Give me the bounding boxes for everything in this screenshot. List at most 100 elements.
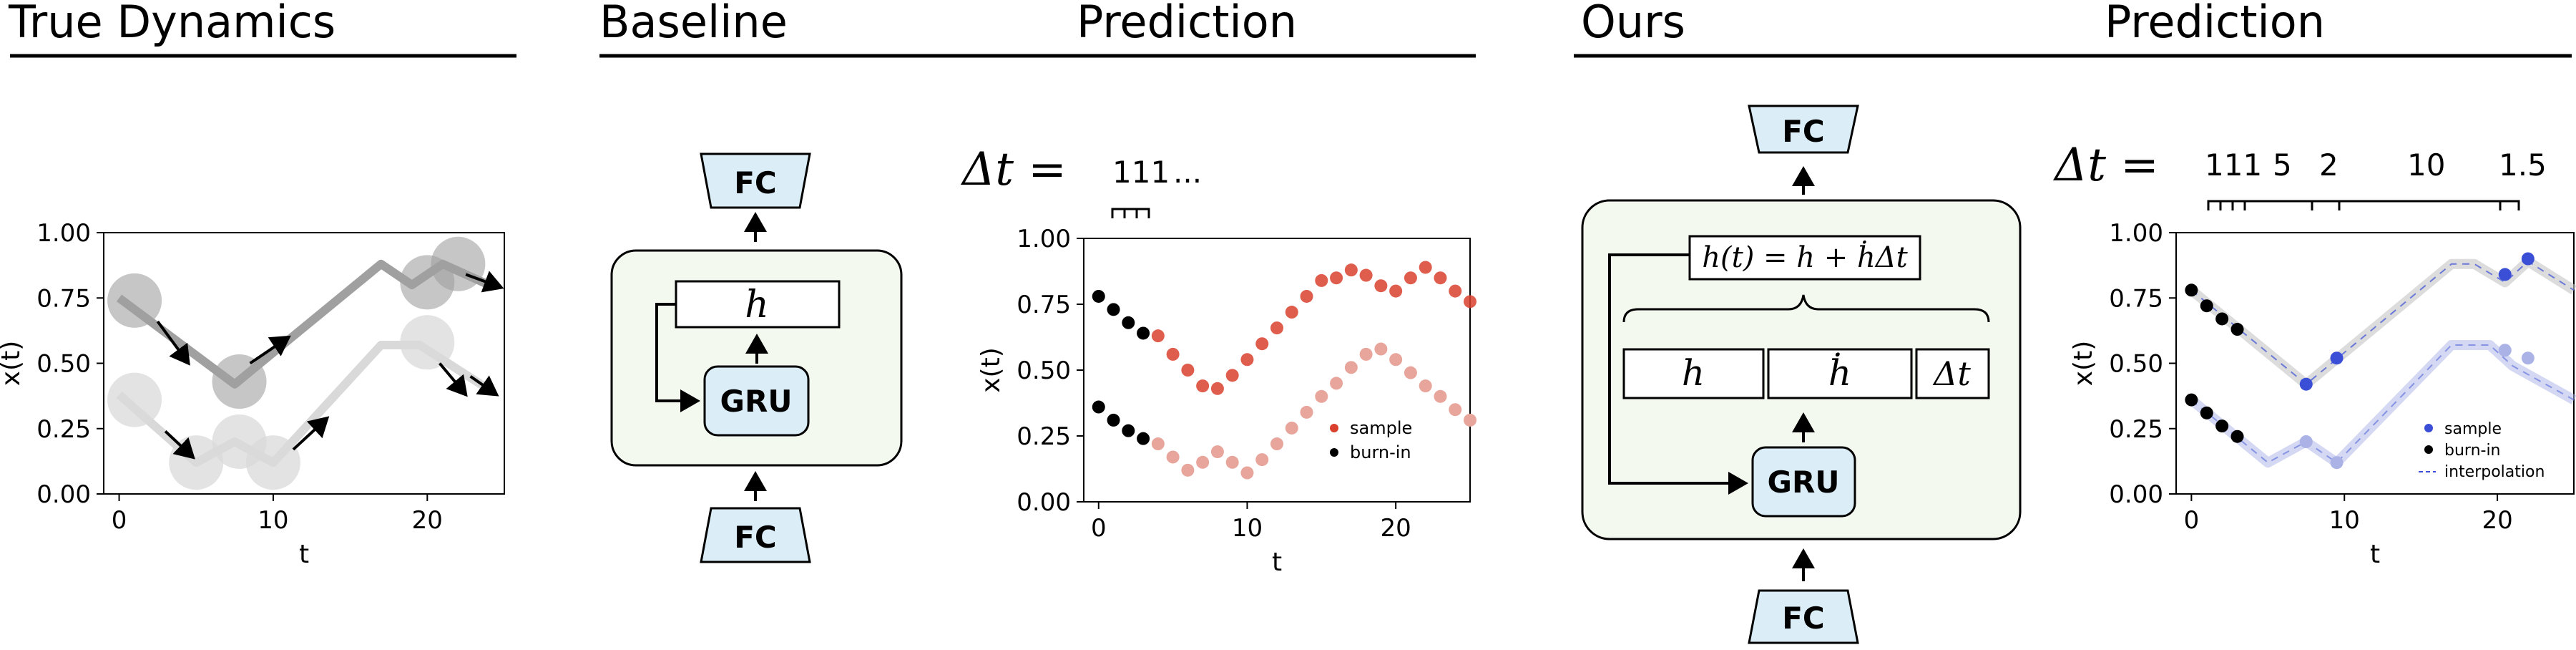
- delta-t-value-3: 10: [2407, 147, 2445, 183]
- sample-point: [2521, 252, 2535, 266]
- sample-point: [1300, 405, 1313, 419]
- delta-t-label: Δt =: [2052, 139, 2159, 192]
- hidden-state-label: h: [745, 283, 769, 326]
- cell-hdot-box: [1767, 348, 1913, 399]
- sample-point: [1300, 289, 1313, 303]
- true-dynamics-chart: 0.00 0.25 0.50 0.75 1.00 0 10 20 t x(t): [0, 219, 505, 569]
- sample-point: [1434, 271, 1447, 285]
- gru-box: [703, 365, 810, 437]
- ours-block: FC h(t) = h + ḣΔt h ḣ Δt GRU FC: [1581, 105, 2022, 644]
- ours-delta-t: Δt = 111 5 2 10 1.5: [2052, 139, 2547, 210]
- delta-t-value-4: 1.5: [2499, 147, 2547, 183]
- sample-point: [1464, 295, 1476, 309]
- curly-brace: [1622, 294, 1990, 323]
- sample-point: [1240, 466, 1254, 480]
- recurrent-arrow: [655, 303, 700, 412]
- y-tick-label: 0.25: [36, 415, 91, 444]
- sample-point: [1196, 379, 1210, 393]
- gru-label: GRU: [1768, 465, 1840, 500]
- cell-h-box: [1622, 348, 1765, 399]
- legend-label-burn-in: burn-in: [1350, 442, 1411, 462]
- sample-point: [1374, 279, 1388, 293]
- burn-in-point: [2200, 299, 2213, 313]
- fc-top-label: FC: [1782, 114, 1825, 149]
- y-tick-label: 0.50: [36, 350, 91, 379]
- burn-in-point: [1092, 289, 1105, 303]
- baseline-delta-t: Δt = 111 ...: [960, 143, 1202, 218]
- ours-prediction-chart: 0.00 0.25 0.50 0.75 1.00 0 10 20 t x(t) sample burn…: [2069, 219, 2576, 569]
- fc-top-box: [700, 152, 811, 209]
- y-tick-label: 0.75: [2109, 284, 2163, 313]
- cell-dt-label: Δt: [1932, 354, 1971, 393]
- sample-point: [2330, 456, 2344, 470]
- fc-top-label: FC: [734, 165, 777, 200]
- sample-point: [2498, 268, 2512, 281]
- x-tick-label: 10: [2329, 506, 2360, 535]
- cell-h-label: h: [1682, 352, 1705, 394]
- header-baseline-title: Baseline: [599, 0, 788, 48]
- sample-point: [1225, 455, 1239, 469]
- delta-t-brackets: [2207, 200, 2520, 210]
- sample-point: [1255, 337, 1269, 351]
- x-tick-label: 0: [1091, 514, 1107, 543]
- sample-point: [1315, 273, 1328, 287]
- legend-label-sample: sample: [2444, 420, 2502, 438]
- baseline-prediction-chart: 0.00 0.25 0.50 0.75 1.00 0 10 20 t x(t) sample burn…: [976, 225, 1476, 577]
- sample-point: [1285, 306, 1298, 319]
- observation-point: [400, 315, 455, 370]
- burn-in-point: [1137, 432, 1150, 445]
- header-true-dynamics: True Dynamics: [8, 0, 516, 58]
- burn-in-point: [2215, 312, 2229, 326]
- y-axis-label: x(t): [2069, 341, 2098, 387]
- derivative-arrow: [465, 271, 504, 293]
- sample-point: [1166, 450, 1180, 464]
- x-axis-label: t: [299, 540, 309, 569]
- y-tick-label: 0.50: [2109, 350, 2163, 379]
- header-ours-title: Ours: [1581, 0, 1685, 48]
- interpolation-line: [2190, 344, 2575, 464]
- gru-box: [1751, 446, 1856, 518]
- x-tick-label: 0: [112, 506, 127, 535]
- sample-point: [1285, 421, 1298, 435]
- header-prediction-title-2: Prediction: [2105, 0, 2325, 48]
- legend-marker-sample: [2424, 424, 2433, 432]
- sample-point: [1449, 403, 1462, 417]
- sample-point: [1404, 366, 1417, 379]
- observation-point: [107, 372, 162, 427]
- sample-point: [1389, 353, 1403, 367]
- sample-point: [1151, 329, 1165, 343]
- burn-in-point: [1107, 413, 1120, 427]
- delta-t-value-2: 2: [2319, 147, 2339, 183]
- derivative-arrow: [469, 375, 499, 397]
- sample-point: [1374, 342, 1388, 356]
- burn-in-point: [1122, 424, 1135, 437]
- delta-t-values: 111: [1112, 155, 1170, 190]
- baseline-block: FC h GRU FC: [610, 152, 903, 563]
- header-true-dynamics-title: True Dynamics: [8, 0, 336, 48]
- x-axis-label: t: [1272, 548, 1282, 577]
- y-tick-label: 1.00: [2109, 219, 2163, 248]
- sample-point: [1181, 364, 1195, 377]
- sample-point: [1166, 347, 1180, 361]
- y-tick-label: 0.00: [36, 480, 91, 509]
- y-tick-label: 0.00: [2109, 480, 2163, 509]
- fc-bottom-box: [700, 507, 811, 563]
- cell-hdot-label: ḣ: [1828, 351, 1851, 394]
- delta-t-ellipsis: ...: [1173, 155, 1202, 190]
- sample-point: [1359, 268, 1373, 282]
- y-axis-label: x(t): [976, 347, 1006, 393]
- sample-point: [2299, 435, 2313, 448]
- delta-t-value-0: 111: [2205, 147, 2262, 183]
- update-equation: h(t) = h + ḣΔt: [1702, 241, 1908, 274]
- sample-point: [1315, 389, 1328, 403]
- derivative-arrow: [439, 362, 468, 397]
- legend-label-sample: sample: [1350, 418, 1412, 438]
- sample-point: [1151, 437, 1165, 451]
- x-tick-label: 20: [2482, 506, 2512, 535]
- x-tick-label: 20: [1381, 514, 1411, 543]
- derivative-arrow: [164, 430, 195, 460]
- y-tick-label: 1.00: [1017, 225, 1071, 253]
- x-tick-label: 20: [412, 506, 443, 535]
- legend-label-interpolation: interpolation: [2444, 463, 2545, 481]
- y-tick-label: 0.00: [1017, 488, 1071, 517]
